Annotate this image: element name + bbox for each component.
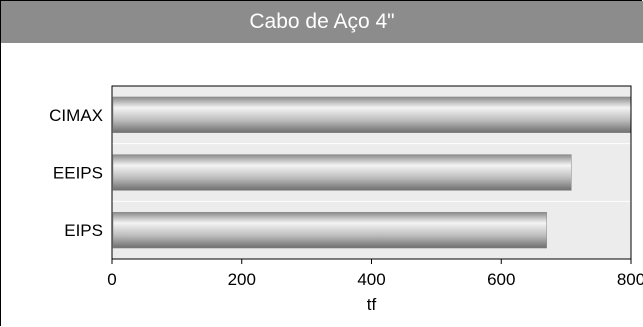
category-label: EEIPS	[53, 164, 103, 183]
x-tick-label: 400	[357, 270, 385, 289]
category-label: CIMAX	[49, 106, 103, 125]
bar-cimax	[112, 96, 632, 133]
bar-eips	[112, 212, 547, 249]
x-tick-label: 0	[107, 270, 116, 289]
category-label: EIPS	[64, 221, 103, 240]
x-axis-title: tf	[367, 295, 377, 314]
x-tick-label: 600	[487, 270, 515, 289]
x-tick-label: 800	[617, 270, 643, 289]
x-tick-label: 200	[228, 270, 256, 289]
bar-eeips	[112, 154, 572, 191]
chart-title: Cabo de Aço 4"	[1, 1, 643, 43]
